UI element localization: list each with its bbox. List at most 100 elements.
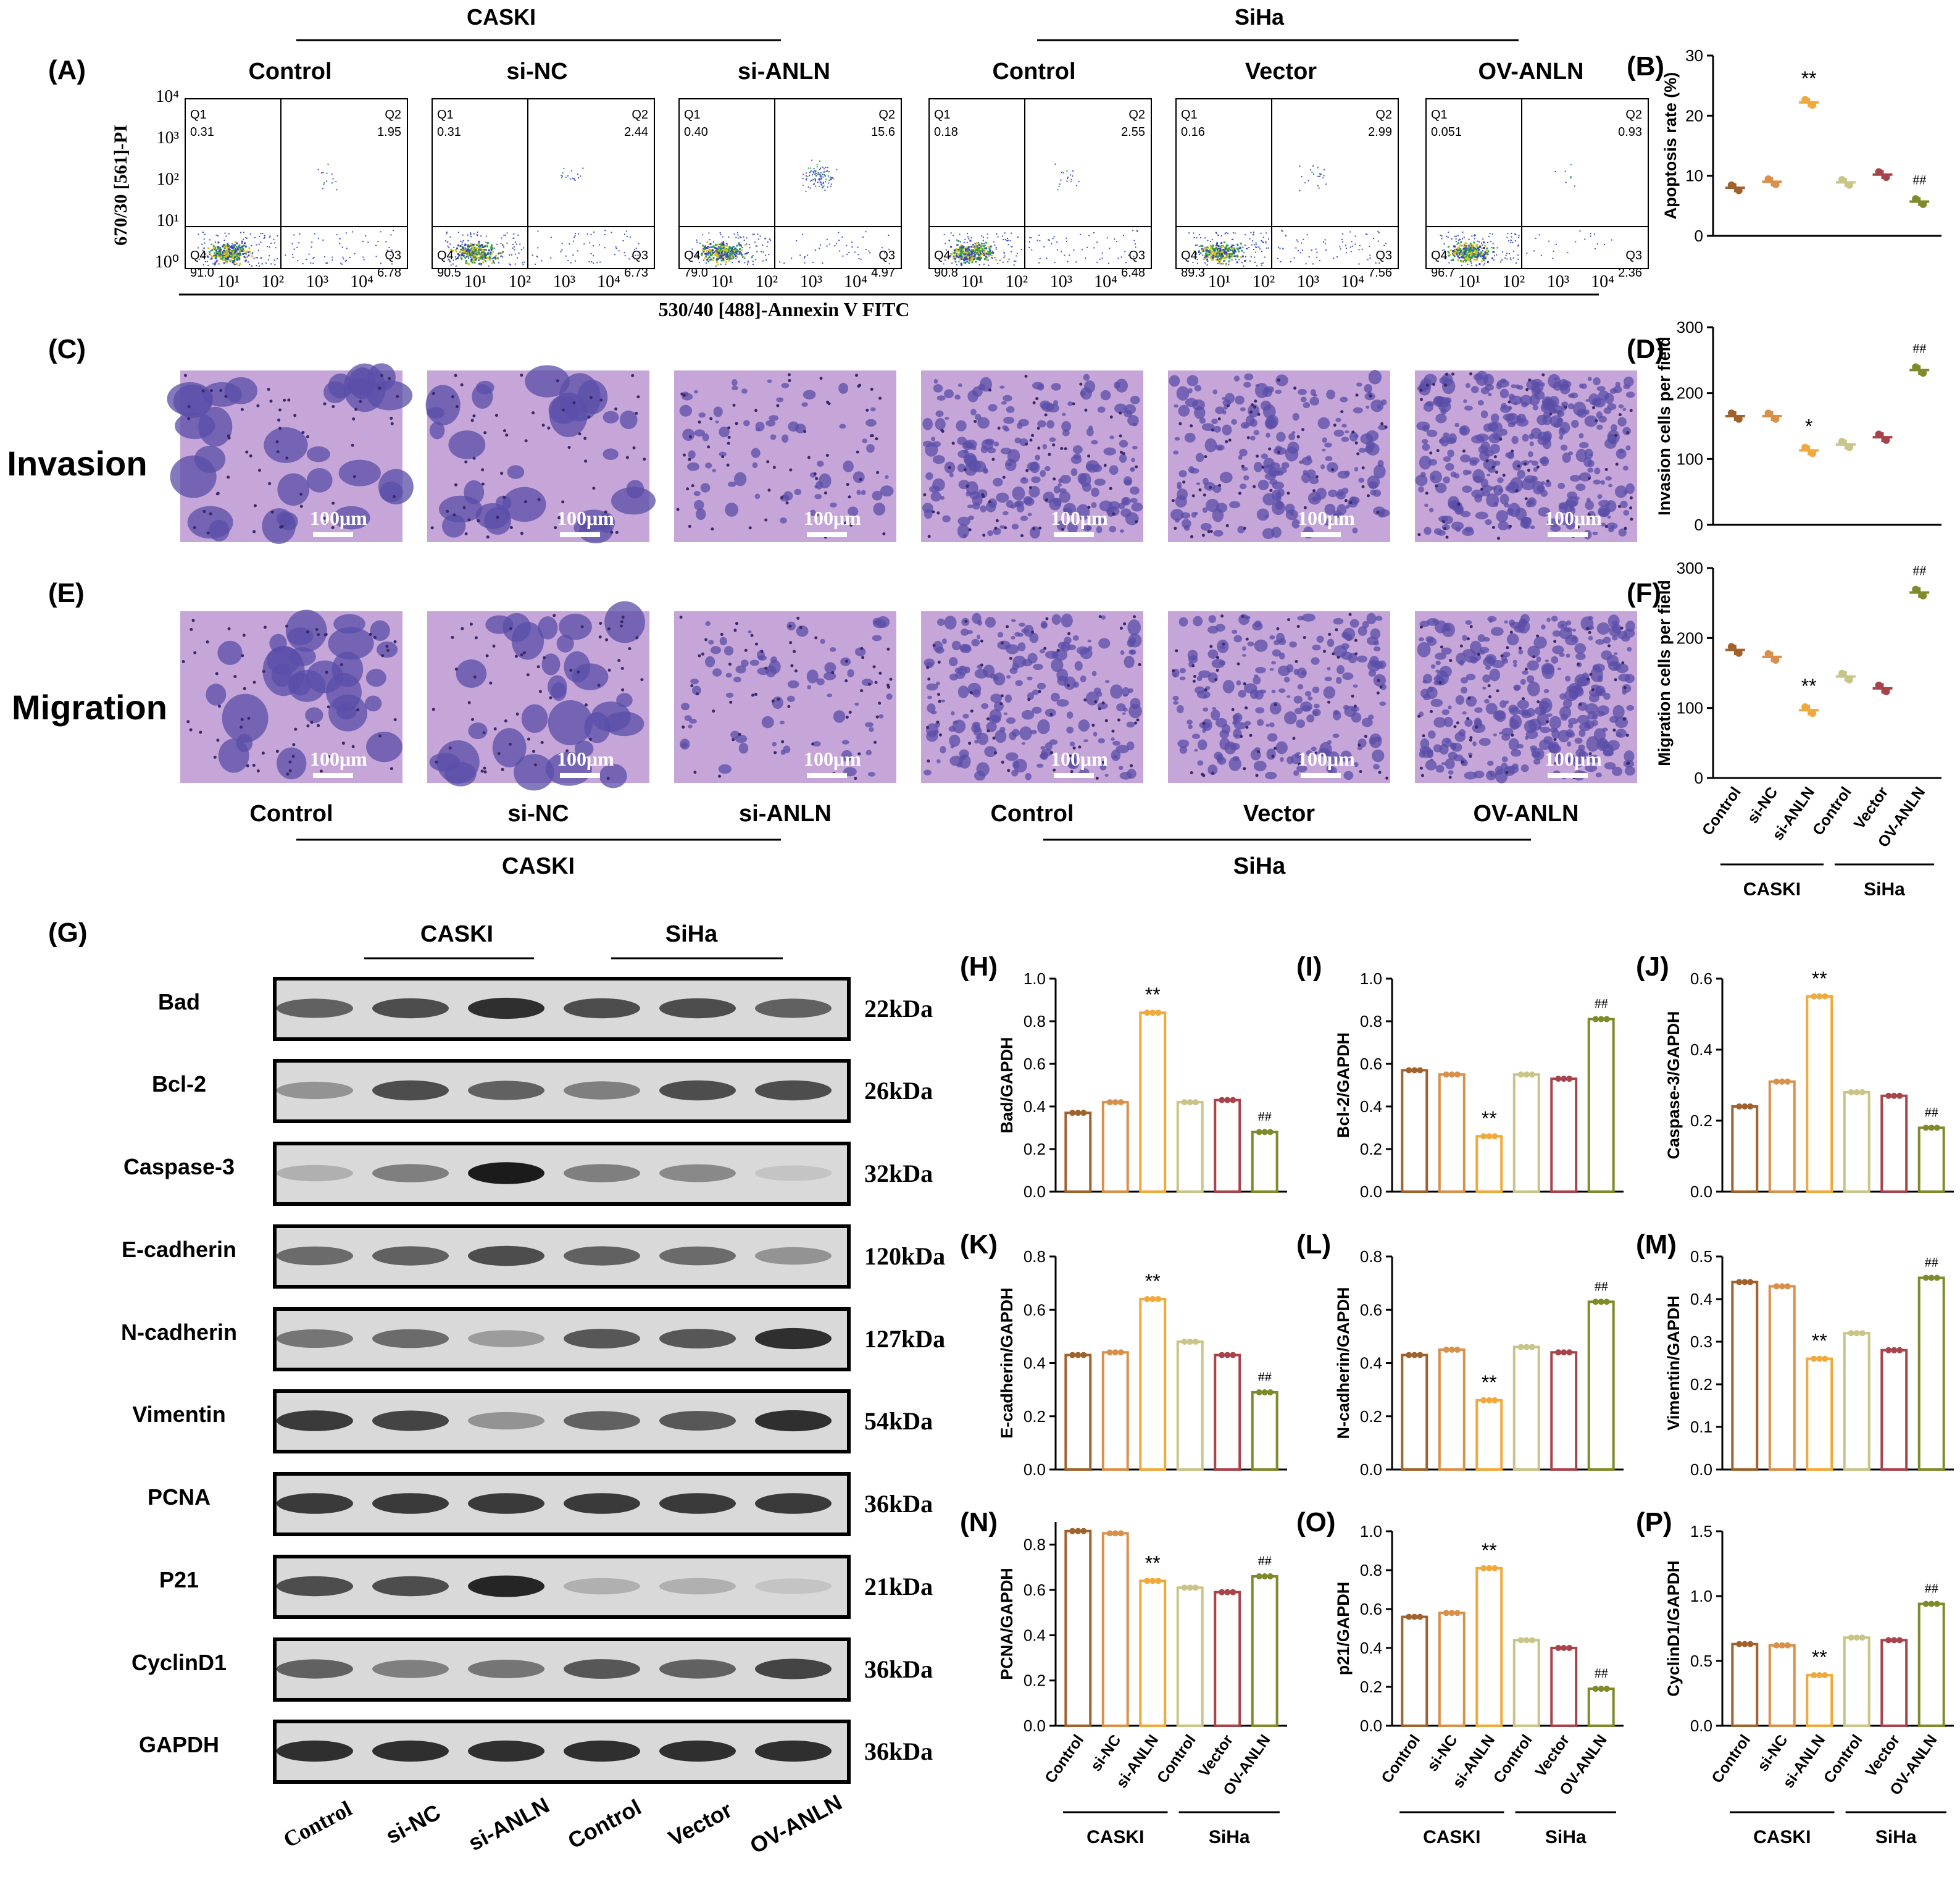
x-tick-label: Control bbox=[1708, 1731, 1754, 1786]
bar bbox=[1401, 1353, 1428, 1471]
bar bbox=[1101, 1532, 1129, 1727]
migration-micrograph: 100μm bbox=[180, 609, 402, 783]
blot-lane-label: Control bbox=[279, 1796, 356, 1852]
data-point bbox=[1838, 669, 1846, 677]
x-tick-label: si-NC bbox=[1744, 784, 1781, 827]
data-point bbox=[1764, 650, 1772, 658]
data-point bbox=[1896, 1637, 1903, 1644]
data-point bbox=[1517, 1344, 1524, 1350]
bar bbox=[1101, 1101, 1129, 1193]
data-point bbox=[1779, 1642, 1785, 1649]
data-point bbox=[1919, 200, 1927, 208]
data-point bbox=[1219, 1097, 1225, 1103]
quadrant-name: Q3 bbox=[385, 249, 401, 262]
data-point bbox=[1230, 1352, 1236, 1358]
flow-x-tick: 10² bbox=[1253, 272, 1275, 291]
quadrant-name: Q4 bbox=[1431, 249, 1448, 262]
data-point bbox=[1155, 1296, 1162, 1302]
data-point bbox=[1816, 1672, 1823, 1679]
data-point bbox=[1561, 1349, 1567, 1356]
western-blot-row: PCNA 36kDa bbox=[148, 1472, 933, 1536]
data-point bbox=[1112, 1530, 1119, 1537]
data-point bbox=[1117, 1349, 1124, 1356]
blot-lane-label: si-NC bbox=[382, 1799, 444, 1849]
data-point bbox=[1443, 1071, 1449, 1078]
data-point bbox=[1480, 1133, 1487, 1140]
western-blot-row: E-cadherin 120kDa bbox=[122, 1224, 945, 1289]
migration-micrograph: 100μm bbox=[921, 611, 1143, 783]
y-tick-label: 100 bbox=[1677, 699, 1703, 717]
scale-bar bbox=[1301, 773, 1341, 778]
y-tick-label: 0.2 bbox=[1024, 1140, 1046, 1158]
panel-label-d: (D) bbox=[1627, 334, 1664, 364]
bar bbox=[1917, 1276, 1945, 1471]
scale-bar-label: 100μm bbox=[1051, 748, 1108, 770]
data-point bbox=[1598, 1016, 1604, 1022]
data-point bbox=[1816, 993, 1823, 1000]
panel-label-p: (P) bbox=[1636, 1507, 1672, 1537]
blot-band bbox=[564, 1740, 640, 1762]
data-point bbox=[1928, 1274, 1935, 1281]
scale-bar-label: 100μm bbox=[310, 507, 367, 529]
significance-mark: ** bbox=[1145, 984, 1161, 1006]
x-group-label: SiHa bbox=[1545, 1827, 1587, 1847]
invasion-micrograph: 100μm bbox=[921, 370, 1143, 542]
bar bbox=[1806, 995, 1833, 1193]
molecular-weight-label: 120kDa bbox=[864, 1242, 945, 1270]
y-tick-label: 0.8 bbox=[1360, 1012, 1382, 1031]
y-tick-label: 0.2 bbox=[1690, 1375, 1712, 1394]
significance-mark: ** bbox=[1482, 1539, 1497, 1562]
bar bbox=[1139, 1298, 1167, 1471]
y-tick-label: 0.0 bbox=[1024, 1716, 1046, 1735]
y-tick-label: 0.4 bbox=[1024, 1097, 1046, 1116]
data-point bbox=[1069, 1352, 1076, 1358]
significance-mark: ** bbox=[1812, 1330, 1827, 1352]
data-point bbox=[1406, 1067, 1412, 1074]
y-tick-label: 10 bbox=[1685, 167, 1703, 185]
flow-x-tick: 10² bbox=[1503, 272, 1525, 291]
data-point bbox=[1928, 1124, 1935, 1131]
data-point bbox=[1230, 1097, 1236, 1103]
quadrant-name: Q4 bbox=[190, 249, 207, 262]
flow-plot-title: Vector bbox=[1245, 59, 1317, 85]
bar bbox=[1401, 1615, 1428, 1728]
blot-band bbox=[564, 1164, 640, 1182]
y-axis-label: Migration cells per field bbox=[1655, 580, 1674, 766]
bar bbox=[1768, 1644, 1796, 1728]
quadrant-value: 6.78 bbox=[377, 266, 401, 280]
y-tick-label: 0.4 bbox=[1360, 1097, 1382, 1116]
bar bbox=[1843, 1091, 1870, 1193]
western-blot-row: Bcl-2 26kDa bbox=[152, 1059, 933, 1123]
blot-band bbox=[659, 1659, 736, 1679]
flow-x-tick: 10³ bbox=[553, 272, 575, 291]
flow-x-tick: 10¹ bbox=[1208, 272, 1230, 291]
bar bbox=[1587, 1018, 1615, 1194]
data-point bbox=[1219, 1589, 1225, 1595]
quadrant-name: Q4 bbox=[934, 249, 951, 262]
data-point bbox=[1555, 1349, 1562, 1356]
blot-band bbox=[372, 1740, 449, 1762]
x-tick-label: si-NC bbox=[1754, 1731, 1791, 1775]
molecular-weight-label: 36kDa bbox=[864, 1737, 933, 1765]
panel-label-l: (L) bbox=[1296, 1229, 1331, 1260]
data-point bbox=[1859, 1634, 1866, 1641]
x-group-label: SiHa bbox=[1864, 879, 1905, 900]
data-point bbox=[1801, 96, 1809, 104]
data-point bbox=[1149, 1010, 1156, 1016]
blot-band bbox=[277, 1576, 353, 1597]
scale-bar bbox=[313, 532, 353, 537]
flow-plot-frame bbox=[432, 98, 655, 269]
blot-band bbox=[659, 1578, 736, 1595]
data-point bbox=[1517, 1071, 1524, 1078]
y-axis-label: Vimentin/GAPDH bbox=[1664, 1295, 1683, 1431]
data-point bbox=[1875, 168, 1883, 176]
quadrant-value: 0.051 bbox=[1431, 125, 1462, 139]
micrograph-group-label: OV-ANLN bbox=[1474, 801, 1579, 827]
data-point bbox=[1891, 1347, 1898, 1353]
panel-label-i: (I) bbox=[1296, 951, 1322, 982]
invasion-micrograph: 100μm bbox=[167, 363, 414, 544]
protein-label: Vimentin bbox=[132, 1402, 225, 1427]
data-point bbox=[1933, 1274, 1940, 1281]
y-tick-label: 200 bbox=[1677, 629, 1703, 647]
bar bbox=[1843, 1332, 1870, 1471]
